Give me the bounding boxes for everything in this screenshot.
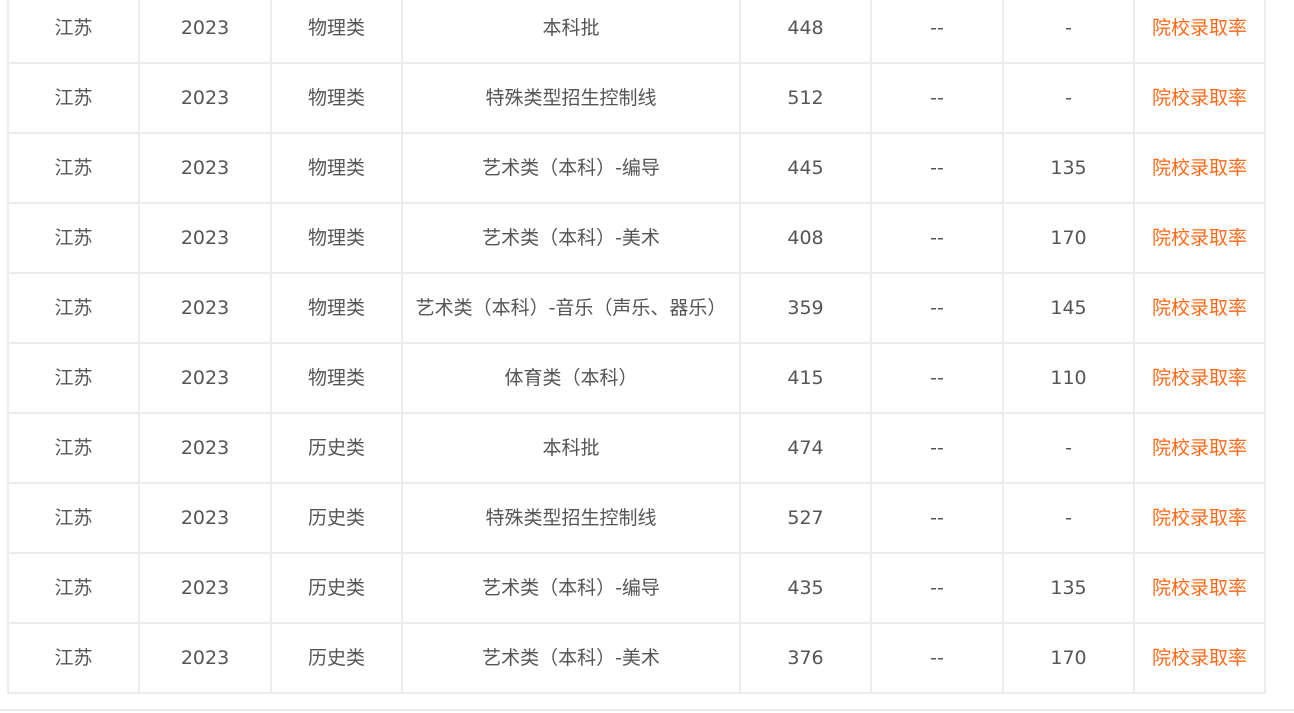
year-cell: 2023: [138, 552, 272, 624]
table-row: 江苏 2023 物理类 本科批 448 -- - 院校录取率: [7, 0, 1266, 64]
col7-cell: -: [1002, 62, 1135, 134]
province-cell: 江苏: [7, 0, 140, 64]
table-row: 江苏 2023 物理类 艺术类（本科）-美术 408 -- 170 院校录取率: [7, 202, 1266, 274]
batch-cell: 艺术类（本科）-音乐（声乐、器乐）: [401, 272, 741, 344]
province-cell: 江苏: [7, 622, 140, 694]
category-cell: 物理类: [270, 342, 403, 414]
batch-cell: 艺术类（本科）-编导: [401, 552, 741, 624]
province-cell: 江苏: [7, 62, 140, 134]
col6-cell: --: [870, 132, 1004, 204]
batch-cell: 特殊类型招生控制线: [401, 62, 741, 134]
year-cell: 2023: [138, 132, 272, 204]
province-cell: 江苏: [7, 272, 140, 344]
col6-cell: --: [870, 272, 1004, 344]
col7-cell: 170: [1002, 202, 1135, 274]
year-cell: 2023: [138, 272, 272, 344]
col7-cell: 110: [1002, 342, 1135, 414]
score-cell: 415: [739, 342, 872, 414]
admission-rate-link[interactable]: 院校录取率: [1133, 482, 1266, 554]
col6-cell: --: [870, 202, 1004, 274]
col6-cell: --: [870, 622, 1004, 694]
score-cell: 448: [739, 0, 872, 64]
score-cell: 527: [739, 482, 872, 554]
batch-cell: 体育类（本科）: [401, 342, 741, 414]
col7-cell: -: [1002, 0, 1135, 64]
province-cell: 江苏: [7, 412, 140, 484]
score-cell: 359: [739, 272, 872, 344]
table-row: 江苏 2023 物理类 艺术类（本科）-编导 445 -- 135 院校录取率: [7, 132, 1266, 204]
year-cell: 2023: [138, 482, 272, 554]
score-cell: 445: [739, 132, 872, 204]
admission-rate-link[interactable]: 院校录取率: [1133, 622, 1266, 694]
admission-rate-link[interactable]: 院校录取率: [1133, 412, 1266, 484]
province-cell: 江苏: [7, 482, 140, 554]
category-cell: 物理类: [270, 132, 403, 204]
col6-cell: --: [870, 342, 1004, 414]
score-cell: 408: [739, 202, 872, 274]
batch-cell: 艺术类（本科）-美术: [401, 202, 741, 274]
col7-cell: 135: [1002, 552, 1135, 624]
category-cell: 物理类: [270, 0, 403, 64]
category-cell: 历史类: [270, 412, 403, 484]
year-cell: 2023: [138, 412, 272, 484]
col6-cell: --: [870, 0, 1004, 64]
year-cell: 2023: [138, 62, 272, 134]
score-cell: 435: [739, 552, 872, 624]
score-cell: 376: [739, 622, 872, 694]
table-row: 江苏 2023 物理类 特殊类型招生控制线 512 -- - 院校录取率: [7, 62, 1266, 134]
category-cell: 物理类: [270, 62, 403, 134]
category-cell: 历史类: [270, 622, 403, 694]
col7-cell: 145: [1002, 272, 1135, 344]
year-cell: 2023: [138, 202, 272, 274]
category-cell: 历史类: [270, 552, 403, 624]
col6-cell: --: [870, 552, 1004, 624]
province-cell: 江苏: [7, 342, 140, 414]
col6-cell: --: [870, 412, 1004, 484]
province-cell: 江苏: [7, 132, 140, 204]
table-row: 江苏 2023 物理类 艺术类（本科）-音乐（声乐、器乐） 359 -- 145 院校录取率: [7, 272, 1266, 344]
table-row: 江苏 2023 历史类 特殊类型招生控制线 527 -- - 院校录取率: [7, 482, 1266, 554]
category-cell: 物理类: [270, 202, 403, 274]
table-row: 江苏 2023 历史类 艺术类（本科）-美术 376 -- 170 院校录取率: [7, 622, 1266, 694]
province-cell: 江苏: [7, 202, 140, 274]
admission-rate-link[interactable]: 院校录取率: [1133, 552, 1266, 624]
batch-cell: 艺术类（本科）-编导: [401, 132, 741, 204]
category-cell: 物理类: [270, 272, 403, 344]
table-bottom-border: [0, 709, 1294, 711]
year-cell: 2023: [138, 0, 272, 64]
category-cell: 历史类: [270, 482, 403, 554]
admission-rate-link[interactable]: 院校录取率: [1133, 202, 1266, 274]
table-row: 江苏 2023 历史类 艺术类（本科）-编导 435 -- 135 院校录取率: [7, 552, 1266, 624]
admission-rate-link[interactable]: 院校录取率: [1133, 132, 1266, 204]
col7-cell: 135: [1002, 132, 1135, 204]
province-cell: 江苏: [7, 552, 140, 624]
batch-cell: 特殊类型招生控制线: [401, 482, 741, 554]
score-cell: 512: [739, 62, 872, 134]
year-cell: 2023: [138, 342, 272, 414]
batch-cell: 本科批: [401, 0, 741, 64]
score-cell: 474: [739, 412, 872, 484]
col6-cell: --: [870, 62, 1004, 134]
score-line-table: 江苏 2023 物理类 本科批 448 -- - 院校录取率 江苏 2023 物理类 特殊类型招生控制…: [7, 0, 1266, 694]
admission-rate-link[interactable]: 院校录取率: [1133, 272, 1266, 344]
table-row: 江苏 2023 物理类 体育类（本科） 415 -- 110 院校录取率: [7, 342, 1266, 414]
batch-cell: 本科批: [401, 412, 741, 484]
admission-rate-link[interactable]: 院校录取率: [1133, 0, 1266, 64]
col7-cell: 170: [1002, 622, 1135, 694]
col7-cell: -: [1002, 482, 1135, 554]
admission-rate-link[interactable]: 院校录取率: [1133, 62, 1266, 134]
col7-cell: -: [1002, 412, 1135, 484]
batch-cell: 艺术类（本科）-美术: [401, 622, 741, 694]
admission-rate-link[interactable]: 院校录取率: [1133, 342, 1266, 414]
table-row: 江苏 2023 历史类 本科批 474 -- - 院校录取率: [7, 412, 1266, 484]
col6-cell: --: [870, 482, 1004, 554]
year-cell: 2023: [138, 622, 272, 694]
